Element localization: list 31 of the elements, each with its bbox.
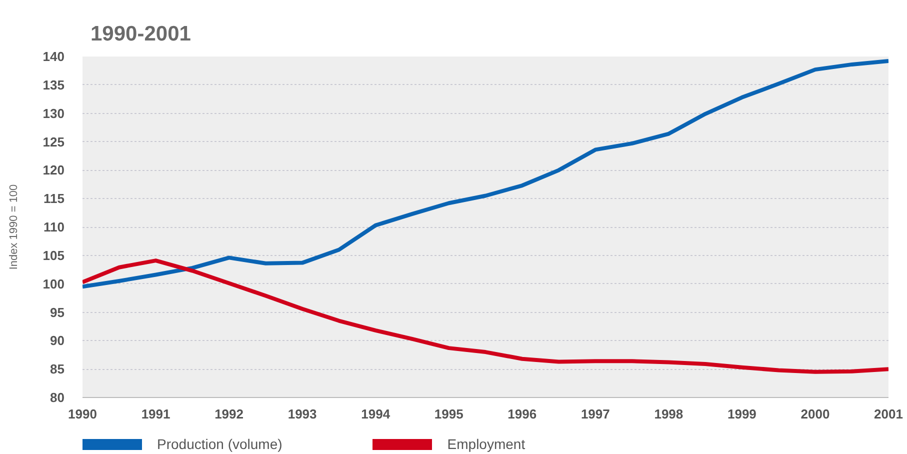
x-tick-label: 2000 (800, 406, 830, 422)
y-tick-label: 120 (42, 162, 65, 178)
y-tick-label: 100 (42, 276, 65, 292)
x-tick-label: 1999 (727, 406, 756, 422)
y-tick-label: 110 (44, 220, 65, 234)
x-tick-label: 1997 (580, 406, 610, 422)
x-tick-label: 1992 (214, 406, 244, 422)
y-tick-label: 90 (50, 333, 65, 348)
x-tick-label: 1995 (434, 406, 464, 422)
y-tick-label: 130 (42, 106, 65, 121)
y-tick-label: 95 (50, 304, 65, 320)
x-tick-label: 1991 (141, 406, 170, 422)
x-tick-label: 1990 (68, 406, 97, 422)
x-tick-label: 1994 (361, 406, 391, 422)
chart-title: 1990-2001 (90, 22, 192, 46)
legend-label: Employment (447, 436, 526, 452)
line-series (82, 59, 888, 289)
x-tick-label: 1998 (654, 406, 684, 422)
legend-label: Production (volume) (157, 436, 282, 452)
y-tick-label: 140 (42, 49, 65, 64)
x-tick-label: 2001 (874, 406, 903, 422)
x-tick-label: 1996 (508, 406, 537, 422)
y-tick-label: 125 (42, 134, 65, 150)
line-series (82, 258, 888, 374)
y-tick-label: 115 (44, 191, 65, 206)
y-tick-label: 105 (42, 248, 65, 263)
y-tick-label: 80 (50, 390, 65, 405)
y-tick-label: 85 (50, 362, 65, 377)
y-axis-title: Index 1990 = 100 (8, 184, 20, 270)
x-tick-label: 1993 (288, 406, 317, 422)
y-tick-label: 135 (42, 77, 65, 92)
